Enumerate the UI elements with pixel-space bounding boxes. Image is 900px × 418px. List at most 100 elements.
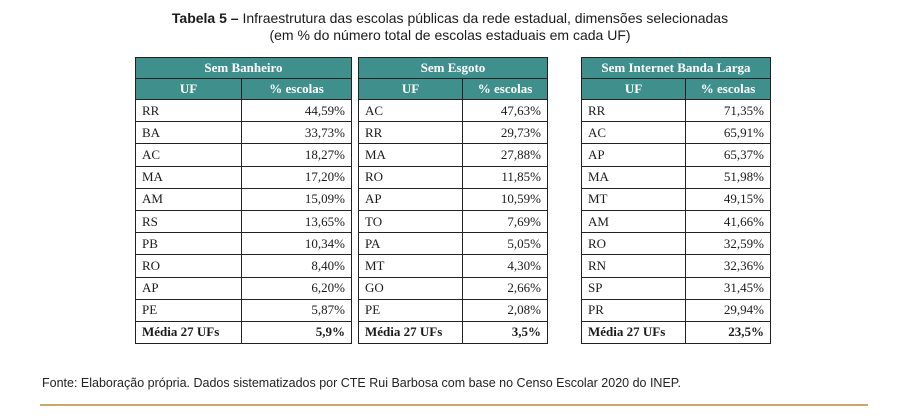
cell-pct: 29,94% [685, 298, 771, 322]
table-caption: Tabela 5 – Infraestrutura das escolas pú… [0, 10, 900, 44]
cell-pct: 4,30% [462, 254, 548, 278]
table-row: AC 65,91% [581, 121, 771, 145]
cell-pct: 11,85% [462, 165, 548, 189]
average-value: 3,5% [462, 320, 548, 345]
table-row: AM 15,09% [135, 187, 352, 211]
cell-uf: RO [581, 232, 686, 256]
cell-pct: 29,73% [462, 121, 548, 145]
cell-uf: AP [581, 143, 686, 167]
average-value: 5,9% [241, 320, 352, 345]
table-row: AP 6,20% [135, 276, 352, 300]
table-body: RR 71,35% AC 65,91% AP 65,37% MA 51,98% MT 49,15%… [581, 98, 771, 345]
cell-pct: 65,91% [685, 121, 771, 145]
table-row: RO 32,59% [581, 232, 771, 256]
table-row: PE 5,87% [135, 298, 352, 322]
table-row: AP 65,37% [581, 143, 771, 167]
cell-uf: AP [135, 276, 242, 300]
table-sem-esgoto: Sem Esgoto UF % escolas AC 47,63% RR 29,73%… [358, 57, 548, 345]
cell-uf: MA [581, 165, 686, 189]
cell-pct: 41,66% [685, 209, 771, 234]
cell-uf: AM [135, 187, 242, 211]
table-row: AC 18,27% [135, 143, 352, 167]
table-title: Sem Esgoto [358, 57, 548, 79]
table-row: RR 71,35% [581, 98, 771, 123]
table-row: MA 17,20% [135, 165, 352, 189]
cell-pct: 6,20% [241, 276, 352, 300]
cell-uf: AC [581, 121, 686, 145]
average-label: Média 27 UFs [581, 320, 686, 345]
caption-line-1: Tabela 5 – Infraestrutura das escolas pú… [0, 10, 900, 27]
column-header-uf: UF [135, 78, 242, 100]
caption-title: Infraestrutura das escolas públicas da r… [238, 10, 729, 26]
cell-pct: 10,59% [462, 187, 548, 211]
cell-pct: 5,05% [462, 232, 548, 256]
source-note: Fonte: Elaboração própria. Dados sistema… [42, 376, 681, 390]
cell-pct: 27,88% [462, 143, 548, 167]
cell-pct: 31,45% [685, 276, 771, 300]
table-title: Sem Internet Banda Larga [581, 57, 771, 79]
table-row: MT 49,15% [581, 187, 771, 211]
cell-uf: RO [358, 165, 463, 189]
cell-uf: RS [135, 209, 242, 234]
average-label: Média 27 UFs [135, 320, 242, 345]
cell-uf: RO [135, 254, 242, 278]
cell-pct: 49,15% [685, 187, 771, 211]
cell-pct: 17,20% [241, 165, 352, 189]
average-value: 23,5% [685, 320, 771, 345]
table-row: AC 47,63% [358, 98, 548, 123]
table-row-average: Média 27 UFs 3,5% [358, 320, 548, 345]
cell-uf: AC [358, 98, 463, 123]
table-row: PB 10,34% [135, 232, 352, 256]
table-row: RS 13,65% [135, 209, 352, 234]
column-header-pct: % escolas [241, 78, 352, 100]
table-row: MA 51,98% [581, 165, 771, 189]
cell-pct: 10,34% [241, 232, 352, 256]
caption-label: Tabela 5 – [171, 10, 239, 26]
cell-uf: SP [581, 276, 686, 300]
cell-pct: 13,65% [241, 209, 352, 234]
table-row: MT 4,30% [358, 254, 548, 278]
cell-pct: 15,09% [241, 187, 352, 211]
table-row: AP 10,59% [358, 187, 548, 211]
cell-uf: PE [135, 298, 242, 322]
cell-pct: 8,40% [241, 254, 352, 278]
cell-uf: MT [358, 254, 463, 278]
cell-uf: PE [358, 298, 463, 322]
cell-uf: AM [581, 209, 686, 234]
table-row: MA 27,88% [358, 143, 548, 167]
cell-uf: TO [358, 209, 463, 234]
column-header-pct: % escolas [685, 78, 771, 100]
table-sem-internet: Sem Internet Banda Larga UF % escolas RR… [581, 57, 771, 345]
cell-uf: PB [135, 232, 242, 256]
table-row: AM 41,66% [581, 209, 771, 234]
table-title: Sem Banheiro [135, 57, 352, 79]
table-row: RO 11,85% [358, 165, 548, 189]
cell-uf: BA [135, 121, 242, 145]
table-row: RR 29,73% [358, 121, 548, 145]
column-header-uf: UF [358, 78, 463, 100]
table-row-average: Média 27 UFs 5,9% [135, 320, 352, 345]
cell-uf: GO [358, 276, 463, 300]
table-row: PA 5,05% [358, 232, 548, 256]
cell-uf: MA [135, 165, 242, 189]
cell-pct: 33,73% [241, 121, 352, 145]
table-body: AC 47,63% RR 29,73% MA 27,88% RO 11,85% AP 10,59%… [358, 98, 548, 345]
divider [40, 404, 868, 406]
table-row: PE 2,08% [358, 298, 548, 322]
cell-pct: 44,59% [241, 98, 352, 123]
table-row-average: Média 27 UFs 23,5% [581, 320, 771, 345]
table-row: RN 32,36% [581, 254, 771, 278]
cell-pct: 5,87% [241, 298, 352, 322]
table-row: GO 2,66% [358, 276, 548, 300]
cell-pct: 2,08% [462, 298, 548, 322]
cell-pct: 7,69% [462, 209, 548, 234]
cell-pct: 32,36% [685, 254, 771, 278]
cell-pct: 32,59% [685, 232, 771, 256]
cell-pct: 47,63% [462, 98, 548, 123]
caption-subtitle: (em % do número total de escolas estadua… [269, 27, 631, 43]
column-header-pct: % escolas [462, 78, 548, 100]
cell-uf: PA [358, 232, 463, 256]
column-header-uf: UF [581, 78, 686, 100]
cell-uf: RR [135, 98, 242, 123]
table-row: RR 44,59% [135, 98, 352, 123]
